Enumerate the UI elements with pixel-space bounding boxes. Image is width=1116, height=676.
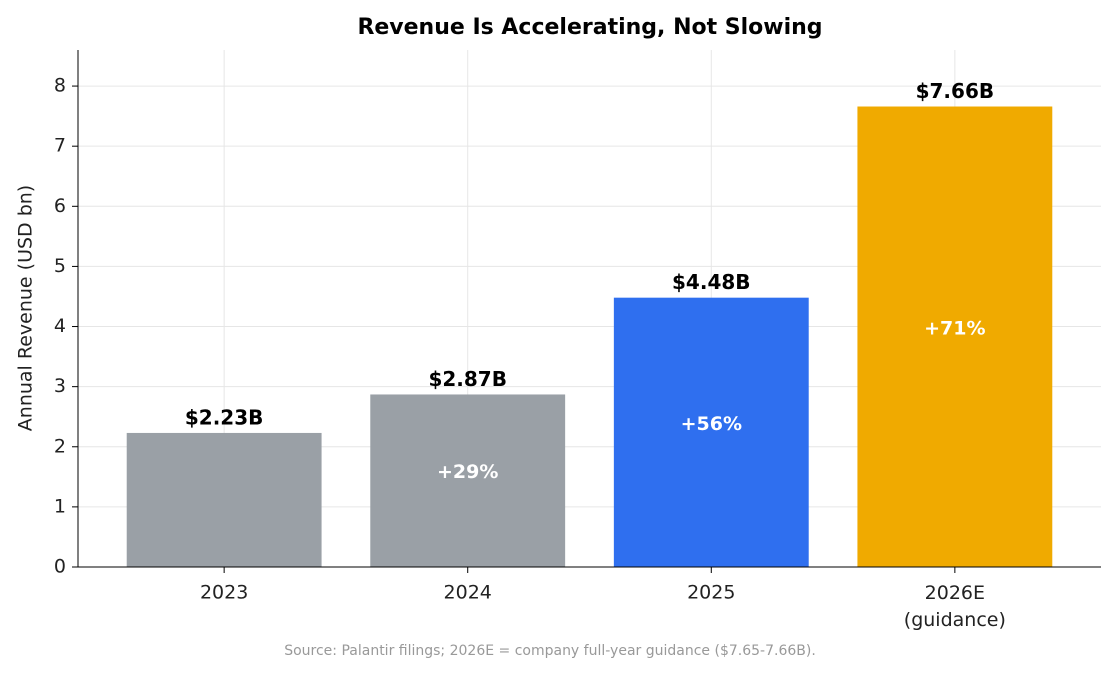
y-tick-label: 5	[54, 255, 66, 277]
value-label: $2.23B	[185, 405, 264, 429]
x-tick-label: 2025	[687, 582, 735, 604]
bar	[370, 394, 566, 567]
y-tick-label: 3	[54, 375, 66, 397]
growth-label: +29%	[437, 461, 498, 483]
y-tick-label: 0	[54, 556, 66, 578]
value-label: $7.66B	[916, 79, 995, 103]
chart-title: Revenue Is Accelerating, Not Slowing	[357, 15, 822, 40]
y-tick-label: 8	[54, 75, 66, 97]
y-tick-label: 1	[54, 495, 66, 517]
bar	[126, 432, 322, 567]
value-label: $4.48B	[672, 270, 751, 294]
bar	[857, 106, 1053, 567]
value-label: $2.87B	[428, 367, 507, 391]
y-tick-label: 2	[54, 435, 66, 457]
growth-label: +56%	[681, 413, 742, 435]
growth-label: +71%	[924, 317, 985, 339]
y-tick-label: 6	[54, 195, 66, 217]
x-tick-label: 2024	[444, 582, 492, 604]
x-tick-label: 2023	[200, 582, 248, 604]
y-tick-label: 7	[54, 135, 66, 157]
x-tick-label: 2026E (guidance)	[904, 582, 1006, 631]
y-tick-label: 4	[54, 315, 66, 337]
source-note: Source: Palantir filings; 2026E = compan…	[284, 643, 816, 659]
bar	[613, 297, 809, 567]
y-axis-label: Annual Revenue (USD bn)	[15, 185, 37, 431]
